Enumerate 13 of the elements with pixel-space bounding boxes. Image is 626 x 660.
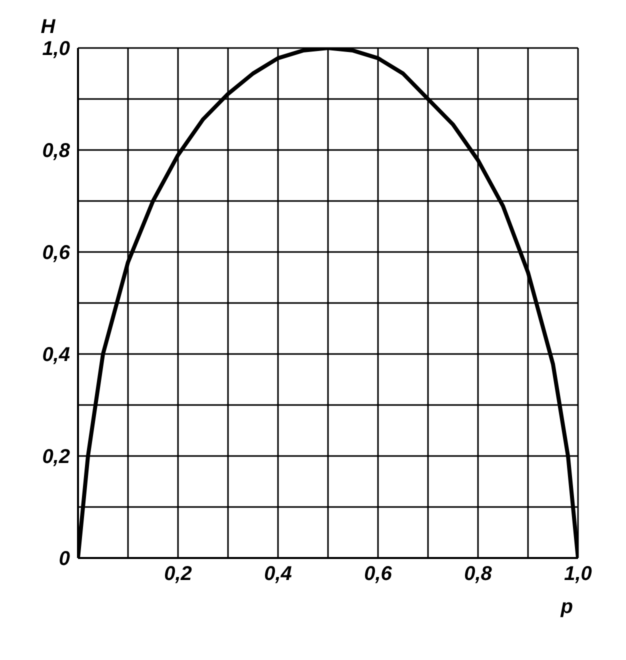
y-tick-label: 1,0 xyxy=(42,38,70,60)
y-axis-title: H xyxy=(40,16,56,38)
x-tick-label: 0,2 xyxy=(164,563,192,586)
y-tick-label: 0,4 xyxy=(42,344,70,366)
x-tick-label: 1,0 xyxy=(564,563,592,586)
x-tick-label: 0,4 xyxy=(264,563,292,586)
x-tick-label: 0,6 xyxy=(364,563,393,586)
y-tick-label: 0,6 xyxy=(42,242,71,264)
x-tick-label: 0,8 xyxy=(464,563,493,586)
y-tick-label: 0,8 xyxy=(42,140,71,162)
y-tick-label: 0 xyxy=(58,548,70,570)
y-tick-label: 0,2 xyxy=(42,446,70,468)
x-axis-title: p xyxy=(560,596,573,618)
